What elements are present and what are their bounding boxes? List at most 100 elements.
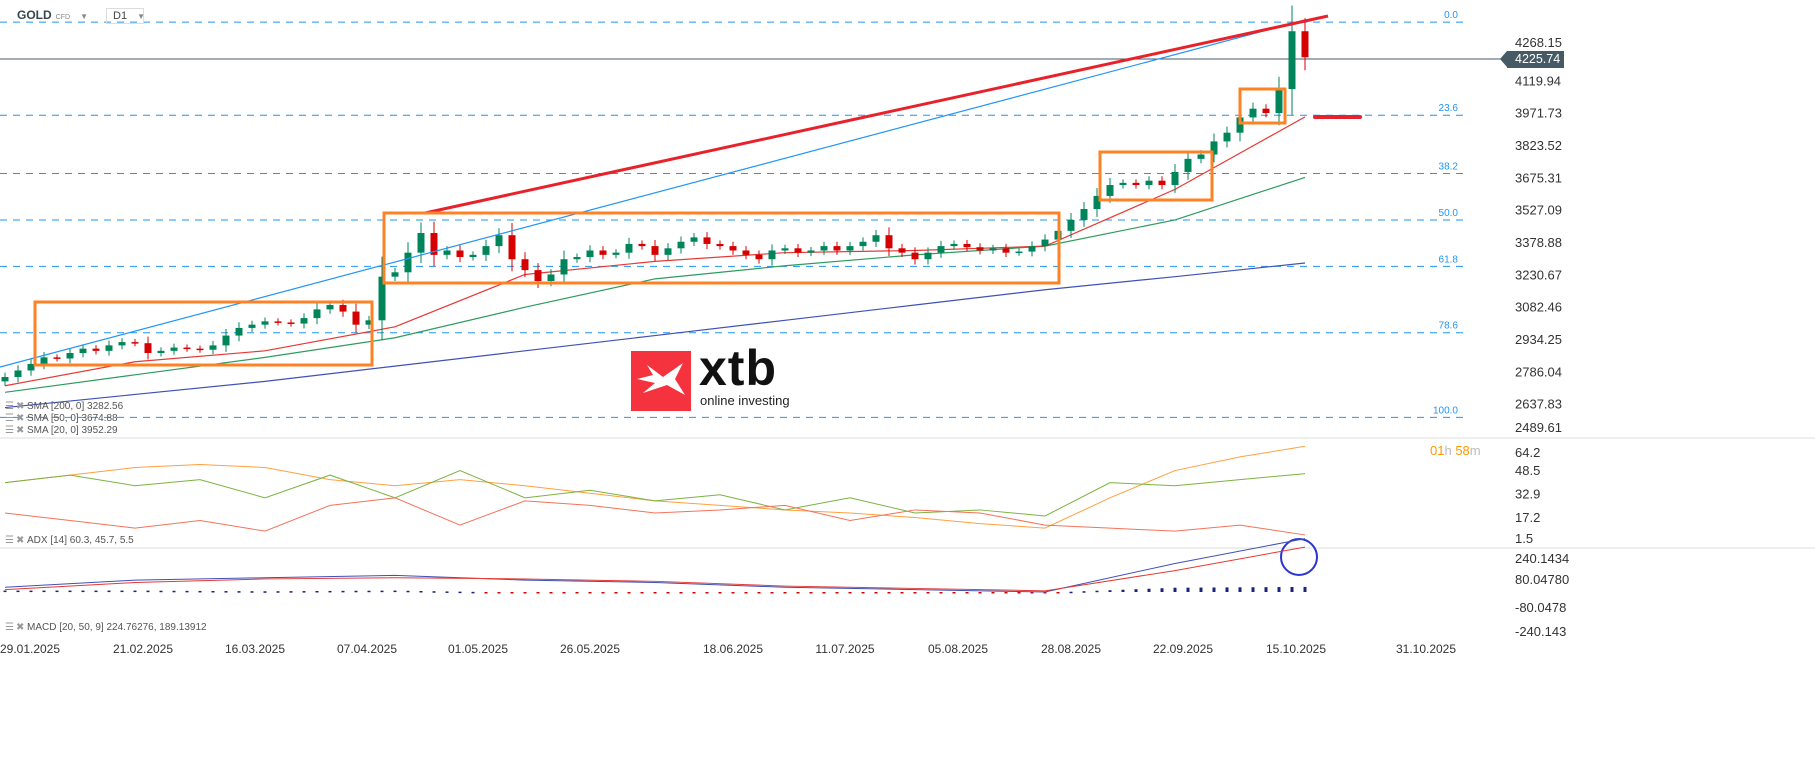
fibonacci-retracement[interactable]: 0.0 23.6 38.2 50.0 61.8 78.6 100.0 xyxy=(0,10,1465,418)
legend-adx[interactable]: ADX [14] 60.3, 45.7, 5.5 xyxy=(27,535,134,546)
candle xyxy=(573,253,581,263)
macd-histogram-bar xyxy=(263,591,267,593)
time-axis[interactable]: 29.01.2025 21.02.2025 16.03.2025 07.04.2025… xyxy=(0,642,1456,656)
candle xyxy=(495,228,503,254)
date-tick-label: 01.05.2025 xyxy=(448,642,508,656)
candle-body xyxy=(53,357,61,359)
macd-histogram-bar xyxy=(536,592,540,594)
settings-icon[interactable]: ☰ xyxy=(5,622,14,633)
close-icon[interactable]: ✖ xyxy=(16,622,24,633)
candle xyxy=(703,232,711,250)
candle xyxy=(456,245,464,263)
close-icon[interactable]: ✖ xyxy=(16,413,24,424)
macd-histogram-bar xyxy=(1160,588,1164,592)
macd-histogram-bar xyxy=(81,590,85,593)
candle xyxy=(950,240,958,250)
candle xyxy=(1067,212,1075,238)
candle-body xyxy=(638,243,646,247)
candle-body xyxy=(183,347,191,350)
candle-body xyxy=(1197,154,1205,159)
date-tick-label: 22.09.2025 xyxy=(1153,642,1213,656)
macd-histogram-bar xyxy=(770,592,774,594)
candle xyxy=(1158,176,1166,190)
macd-histogram-bar xyxy=(224,591,228,593)
macd-histogram-bar xyxy=(705,592,709,594)
macd-histogram-bar xyxy=(172,590,176,593)
adx-tick-label: 17.2 xyxy=(1515,510,1540,525)
settings-icon[interactable]: ☰ xyxy=(5,425,14,436)
legend-icons[interactable]: ☰ ✖ ☰ ✖ ☰ ✖ ☰ ✖ ☰ ✖ xyxy=(5,401,24,633)
candle xyxy=(755,250,763,264)
macd-histogram-bar xyxy=(406,590,410,593)
candle xyxy=(1080,202,1088,227)
candle-body xyxy=(300,318,308,324)
macd-histogram-bar xyxy=(861,592,865,594)
candle-body xyxy=(677,241,685,249)
settings-icon[interactable]: ☰ xyxy=(5,413,14,424)
fib-level-label: 100.0 xyxy=(1433,405,1458,416)
candle-body xyxy=(287,322,295,324)
legend-sma50[interactable]: SMA [50, 0] 3674.88 xyxy=(27,413,118,424)
macd-histogram-bar xyxy=(16,590,20,593)
macd-histogram-bar xyxy=(692,592,696,594)
candle-body xyxy=(989,248,997,251)
candle-body xyxy=(820,246,828,251)
xtb-logo-mark xyxy=(631,351,691,411)
date-tick-label: 16.03.2025 xyxy=(225,642,285,656)
candle-body xyxy=(703,237,711,244)
price-tick-label: 3527.09 xyxy=(1515,203,1562,218)
candle xyxy=(794,243,802,258)
candle xyxy=(937,240,945,258)
legend-sma200[interactable]: SMA [200, 0] 3282.56 xyxy=(27,401,124,412)
macd-histogram-bar xyxy=(1238,587,1242,592)
fib-level-label: 23.6 xyxy=(1439,103,1459,114)
macd-histogram-bar xyxy=(718,592,722,594)
macd-histogram-bar xyxy=(731,592,735,594)
macd-histogram-bar xyxy=(640,592,644,594)
price-tick-label: 2934.25 xyxy=(1515,332,1562,347)
candle xyxy=(677,236,685,254)
fib-level-label: 50.0 xyxy=(1439,208,1459,219)
legend-sma20[interactable]: SMA [20, 0] 3952.29 xyxy=(27,425,118,436)
candle-body xyxy=(547,274,555,282)
macd-histogram-bar xyxy=(198,590,202,593)
price-tick-label: 2786.04 xyxy=(1515,364,1562,379)
macd-histogram-bar xyxy=(250,591,254,593)
candle-body xyxy=(14,370,22,378)
candle xyxy=(1132,179,1140,189)
close-icon[interactable]: ✖ xyxy=(16,401,24,412)
macd-histogram-bar xyxy=(1043,592,1047,594)
macd-histogram-bar xyxy=(159,590,163,593)
price-axis[interactable]: 4268.15 4119.94 3971.73 3823.52 3675.31 3527.… xyxy=(1515,35,1569,639)
settings-icon[interactable]: ☰ xyxy=(5,401,14,412)
drawings[interactable] xyxy=(0,14,1362,576)
candle-body xyxy=(40,357,48,364)
candle-body xyxy=(846,246,854,251)
macd-histogram-bar xyxy=(1069,591,1073,594)
timeframe-selector[interactable]: D1 ▼ xyxy=(106,8,145,24)
candle-body xyxy=(365,320,373,325)
symbol-selector[interactable]: GOLD CFD ▼ xyxy=(17,8,88,22)
macd-histogram-bar xyxy=(887,592,891,594)
settings-icon[interactable]: ☰ xyxy=(5,535,14,546)
candle xyxy=(144,336,152,360)
price-tick-label: 3823.52 xyxy=(1515,138,1562,153)
adx-tick-label: 48.5 xyxy=(1515,463,1540,478)
macd-histogram-bar xyxy=(653,592,657,594)
date-tick-label: 15.10.2025 xyxy=(1266,642,1326,656)
close-icon[interactable]: ✖ xyxy=(16,425,24,436)
close-icon[interactable]: ✖ xyxy=(16,535,24,546)
candle-body xyxy=(1249,108,1257,118)
date-tick-label: 07.04.2025 xyxy=(337,642,397,656)
highlight-circle xyxy=(1280,538,1318,576)
candle-body xyxy=(1236,117,1244,133)
sma20-line xyxy=(4,116,1306,387)
legend-macd[interactable]: MACD [20, 50, 9] 224.76276, 189.13912 xyxy=(27,622,207,633)
candle xyxy=(898,243,906,258)
candle-body xyxy=(430,233,438,255)
date-tick-label: 31.10.2025 xyxy=(1396,642,1456,656)
candle-body xyxy=(274,321,282,323)
candle xyxy=(430,221,438,267)
candle xyxy=(66,348,74,364)
